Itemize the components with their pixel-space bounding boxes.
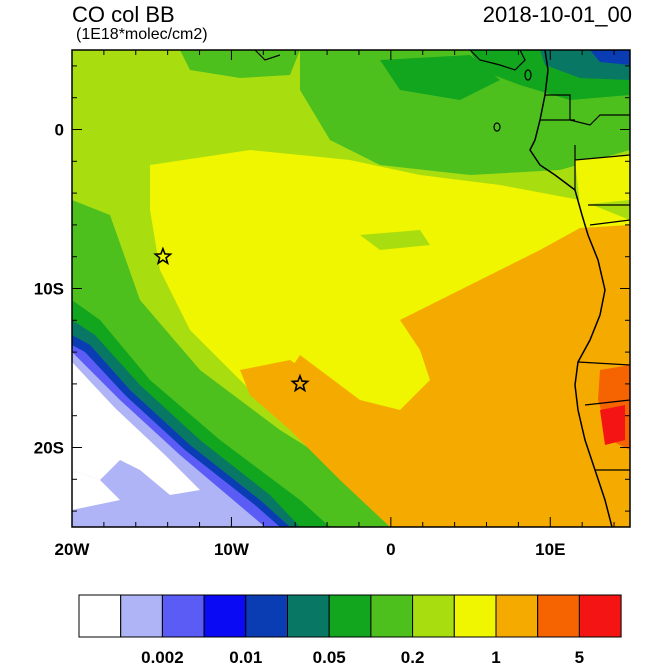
markers bbox=[153, 246, 310, 393]
map-units: (1E18*molec/cm2) bbox=[76, 26, 208, 43]
map-datetime: 2018-10-01_00 bbox=[482, 2, 632, 27]
colorbar-swatch bbox=[370, 594, 414, 638]
colorbar-label: 1 bbox=[491, 648, 500, 667]
lat-tick-label: 0 bbox=[55, 121, 64, 140]
colorbar-swatch bbox=[537, 594, 580, 638]
contour-band-navy bbox=[590, 50, 630, 65]
colorbar-swatch bbox=[78, 594, 122, 638]
lat-tick-label: 20S bbox=[34, 439, 64, 458]
island-bioko bbox=[493, 122, 501, 132]
colorbar-swatch bbox=[203, 594, 247, 638]
contour-band-light-blue bbox=[72, 352, 265, 527]
country-borders bbox=[540, 94, 630, 471]
contour-band-light-green bbox=[360, 230, 430, 250]
contour-band-white bbox=[72, 470, 120, 510]
colorbar-swatch bbox=[453, 594, 497, 638]
colorbar-label: 0.002 bbox=[141, 648, 184, 667]
contour-field bbox=[72, 50, 630, 527]
axis-tick-labels: 20W 10W 0 10E 0 10S 20S bbox=[34, 121, 566, 560]
map-title: CO col BB bbox=[72, 2, 175, 27]
lon-tick-label: 20W bbox=[55, 540, 91, 559]
colorbar: 0.002 0.01 0.05 0.2 1 5 bbox=[78, 594, 622, 667]
contour-band-green bbox=[180, 50, 300, 78]
lat-tick-label: 10S bbox=[34, 280, 64, 299]
colorbar-swatch bbox=[245, 594, 289, 638]
country-borders bbox=[254, 50, 526, 71]
colorbar-swatch bbox=[412, 594, 455, 638]
colorbar-label: 0.01 bbox=[229, 648, 262, 667]
star-marker bbox=[290, 373, 310, 393]
contour-band-white bbox=[72, 362, 200, 495]
star-marker bbox=[153, 246, 173, 266]
lon-tick-label: 10E bbox=[535, 540, 565, 559]
colorbar-swatch bbox=[161, 594, 205, 638]
contour-band-red bbox=[600, 405, 625, 445]
colorbar-label: 5 bbox=[575, 648, 584, 667]
lon-tick-label: 10W bbox=[214, 540, 250, 559]
axis-ticks bbox=[71, 50, 630, 527]
colorbar-swatch bbox=[287, 594, 330, 638]
contour-band-dark-green bbox=[380, 55, 500, 100]
island bbox=[524, 69, 532, 81]
colorbar-label: 0.05 bbox=[313, 648, 346, 667]
colorbar-label: 0.2 bbox=[401, 648, 425, 667]
coastline bbox=[529, 50, 613, 527]
contour-band-yellow bbox=[575, 155, 630, 205]
colorbar-swatch bbox=[495, 594, 539, 638]
contour-band-orange bbox=[240, 360, 460, 527]
colorbar-swatch bbox=[120, 594, 163, 638]
lon-tick-label: 0 bbox=[386, 540, 395, 559]
colorbar-swatch bbox=[578, 594, 622, 638]
colorbar-swatch bbox=[328, 594, 372, 638]
